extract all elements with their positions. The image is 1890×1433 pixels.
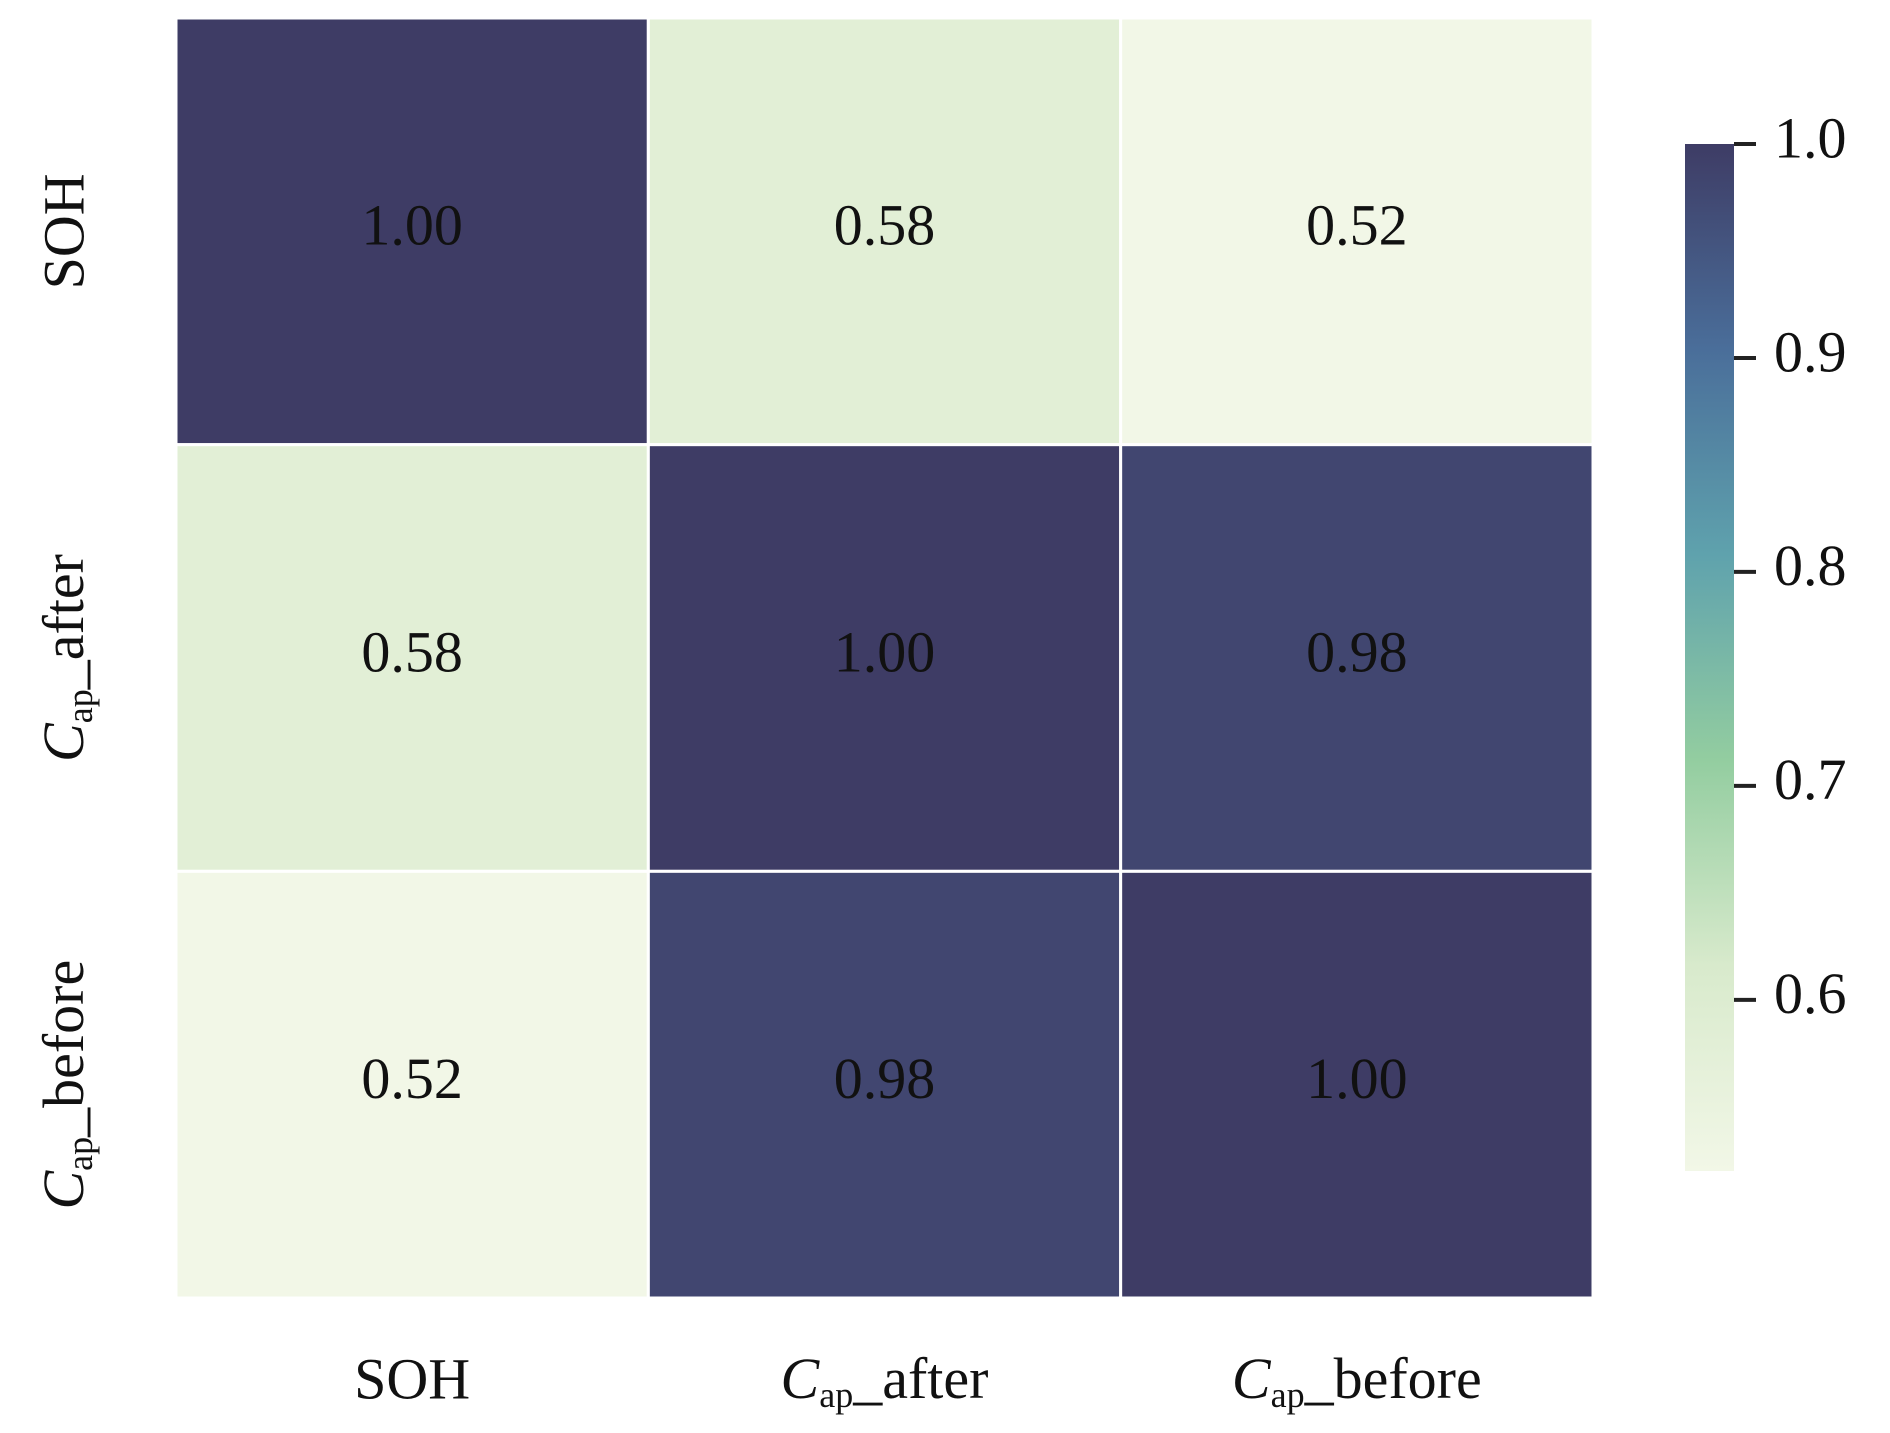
label-subscript: ap — [60, 1137, 100, 1171]
heatmap-cell — [174, 16, 650, 447]
cell-value-label: 1.00 — [834, 619, 936, 684]
colorbar-tick-label: 0.9 — [1774, 319, 1847, 384]
label-text: _before — [31, 960, 96, 1138]
cell-value-label: 0.98 — [834, 1046, 936, 1111]
heatmap-cell — [1119, 443, 1595, 873]
heatmap-cell — [1119, 16, 1595, 447]
category-label: Cap_after — [781, 1346, 989, 1415]
category-label: Cap_before — [31, 960, 100, 1210]
label-text: _after — [31, 554, 96, 690]
heatmap-cell — [646, 869, 1123, 1300]
heatmap-cell — [174, 869, 650, 1300]
colorbar — [1685, 144, 1734, 1171]
category-label: Cap_before — [1232, 1346, 1482, 1415]
cell-value-label: 1.00 — [1306, 1046, 1408, 1111]
label-text: _after — [852, 1346, 988, 1411]
label-italic: C — [31, 722, 96, 762]
label-subscript: ap — [819, 1375, 853, 1415]
heatmap-cell — [174, 443, 650, 873]
heatmap-cell — [1119, 869, 1595, 1300]
cell-value-label: 0.58 — [834, 193, 936, 258]
label-italic: C — [1232, 1346, 1272, 1411]
label-subscript: ap — [60, 689, 100, 723]
label-italic: C — [781, 1346, 821, 1411]
category-label: SOH — [31, 173, 96, 289]
label-subscript: ap — [1271, 1375, 1305, 1415]
category-label: SOH — [354, 1346, 470, 1411]
colorbar-tick-label: 0.8 — [1774, 533, 1847, 598]
heatmap-cell — [646, 443, 1123, 873]
heatmap-cell — [646, 16, 1123, 447]
colorbar-tick-label: 0.7 — [1774, 747, 1847, 812]
cell-value-label: 0.58 — [361, 619, 463, 684]
cell-value-label: 1.00 — [361, 193, 463, 258]
category-label: Cap_after — [31, 554, 100, 762]
colorbar-tick-label: 1.0 — [1774, 105, 1847, 170]
cell-value-label: 0.52 — [1306, 193, 1408, 258]
label-text: _before — [1304, 1346, 1482, 1411]
cell-value-label: 0.98 — [1306, 619, 1408, 684]
label-italic: C — [31, 1170, 96, 1210]
cell-value-label: 0.52 — [361, 1046, 463, 1111]
colorbar-tick-label: 0.6 — [1774, 961, 1847, 1026]
